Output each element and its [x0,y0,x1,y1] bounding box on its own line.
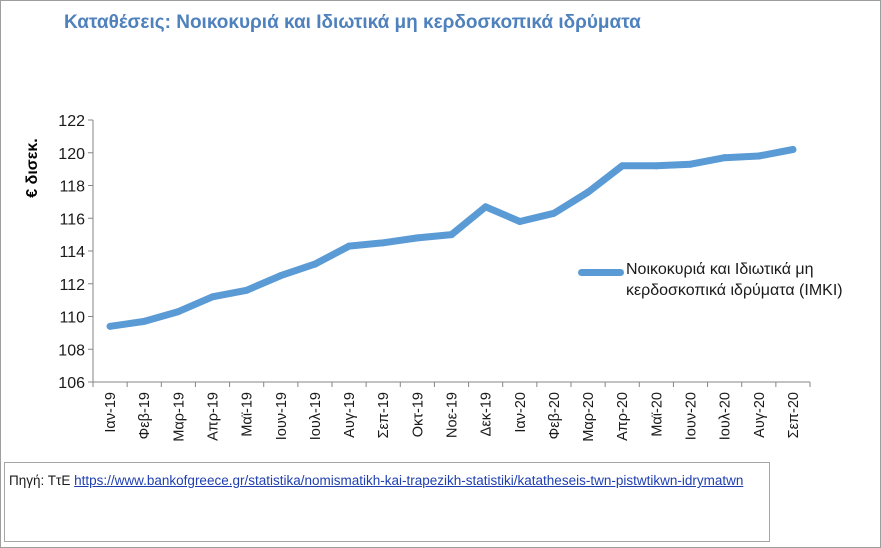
x-tick-label: Μαρ-19 [171,392,187,442]
data-point [413,234,421,242]
data-point [516,218,524,226]
x-tick-label: Φεβ-19 [137,392,153,439]
x-tick-label: Απρ-19 [206,392,222,441]
data-point [721,154,729,162]
data-point [755,152,763,160]
data-point [618,162,626,170]
data-point [209,293,216,301]
chart-title: Καταθέσεις: Νοικοκυριά και Ιδιωτικά μη κ… [64,12,641,33]
x-tick-label: Οκτ-19 [410,392,426,437]
x-tick-label: Μαϊ-20 [649,392,665,437]
y-tick-label: 112 [59,277,85,294]
x-tick-label: Αυγ-20 [752,392,768,438]
data-point [311,260,319,268]
x-tick-label: Ιουλ-20 [718,392,734,440]
data-point [174,308,182,316]
y-axis: 106 108 110 112 114 116 118 120 122 [58,113,94,392]
legend-swatch [578,269,624,276]
x-tick-label: Ιουν-19 [274,392,290,440]
data-point [106,322,114,330]
x-tick-label: Σεπ-19 [376,392,392,438]
legend-label: Νοικοκυριά και Ιδιωτικά μη κερδοσκοπικά … [626,261,843,299]
data-point [482,203,490,211]
x-tick-label: Δεκ-19 [479,392,495,436]
y-tick-label: 120 [58,146,85,163]
y-axis-label: € δισεκ. [24,138,41,197]
source-link[interactable]: https://www.bankofgreece.gr/statistika/n… [74,473,744,488]
y-tick-label: 122 [58,113,85,130]
data-point [584,188,592,196]
y-tick-label: 106 [58,375,85,392]
data-point [379,239,387,247]
data-point [277,272,285,280]
series-line-group [106,145,797,330]
x-tick-label: Ιαν-19 [103,392,119,433]
x-tick-label: Σεπ-20 [786,392,802,438]
x-tick-label: Ιαν-20 [513,392,529,433]
x-tick-label: Ιουν-20 [684,392,700,440]
data-point [243,286,251,294]
x-tick-label: Μαρ-20 [581,392,597,442]
data-point [345,242,353,250]
source-box: Πηγή: ΤτΕ https://www.bankofgreece.gr/st… [4,462,770,542]
x-axis: Ιαν-19 Φεβ-19 Μαρ-19 Απρ-19 Μαϊ-19 Ιουν-19 Ιου… [92,381,811,442]
x-tick-label: Αυγ-19 [342,392,358,438]
data-point [652,162,660,170]
data-point [789,145,797,153]
data-point [550,209,558,217]
x-tick-label: Νοε-19 [445,392,461,438]
x-tick-label: Μαϊ-19 [240,392,256,437]
source-label: Πηγή: ΤτΕ [9,473,71,488]
x-tick-label: Φεβ-20 [547,392,563,439]
y-tick-label: 114 [59,244,85,261]
y-tick-label: 110 [59,310,85,327]
x-tick-label: Απρ-20 [615,392,631,441]
y-tick-label: 118 [59,179,85,196]
y-tick-label: 108 [58,342,85,359]
data-point [448,231,455,239]
x-tick-label: Ιουλ-19 [308,392,324,440]
y-tick-label: 116 [59,211,85,228]
data-point [687,160,694,168]
data-point [140,317,148,325]
